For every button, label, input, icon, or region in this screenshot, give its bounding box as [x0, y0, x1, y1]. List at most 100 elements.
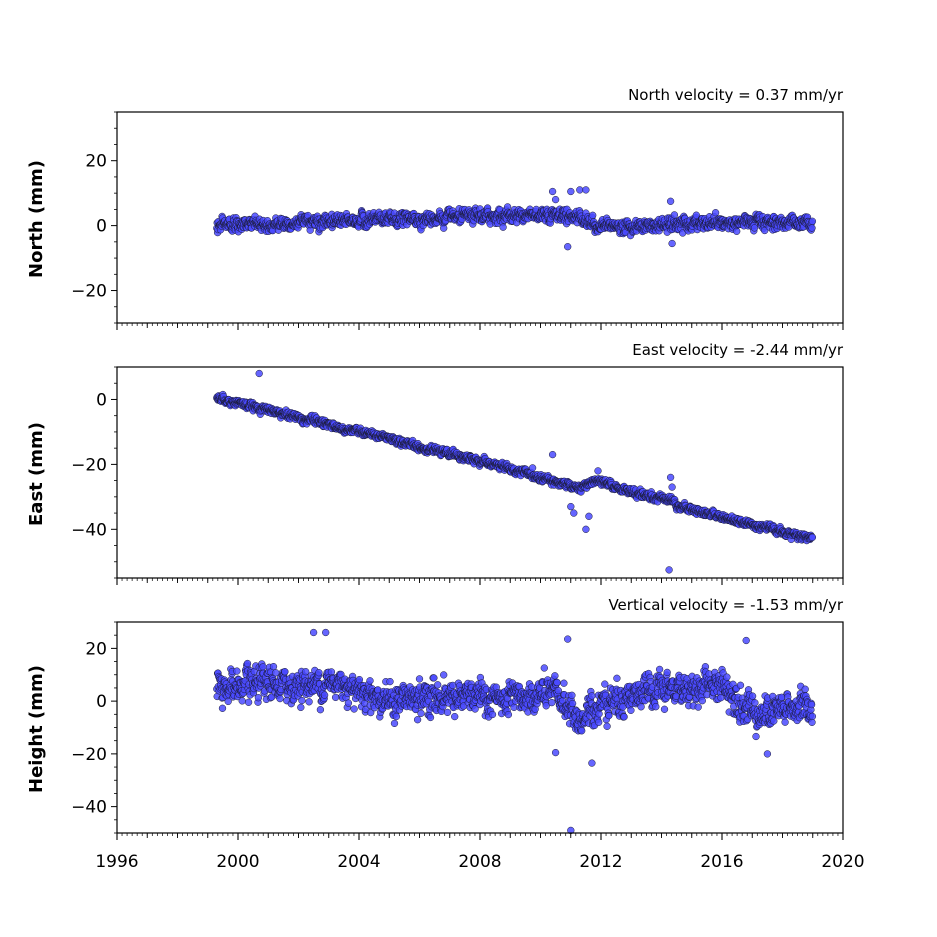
- data-point: [711, 209, 720, 217]
- data-point: [548, 698, 556, 707]
- data-point: [426, 713, 435, 722]
- data-point: [736, 681, 745, 689]
- data-point: [694, 703, 702, 711]
- data-point: [366, 677, 374, 685]
- data-point: [434, 681, 442, 689]
- data-point: [315, 669, 323, 677]
- data-points: [213, 628, 817, 835]
- data-points: [213, 186, 817, 251]
- data-point: [588, 692, 596, 700]
- data-point: [578, 727, 586, 735]
- data-point: [233, 667, 241, 675]
- outlier-point: [666, 197, 675, 205]
- data-point: [528, 464, 537, 472]
- data-point: [344, 699, 353, 707]
- data-point: [281, 668, 289, 676]
- north-ylabel: North (mm): [26, 160, 47, 278]
- data-point: [601, 680, 609, 688]
- north-panel: North velocity = 0.37 mm/yr North (mm) −…: [26, 86, 844, 330]
- data-point: [568, 691, 576, 699]
- data-point: [504, 710, 513, 719]
- data-point: [488, 710, 497, 719]
- data-point: [390, 719, 399, 728]
- data-point: [316, 706, 325, 714]
- data-point: [808, 224, 816, 232]
- data-point: [244, 698, 253, 706]
- data-point: [499, 223, 507, 231]
- data-point: [238, 697, 246, 705]
- y-tick-label: −20: [71, 282, 107, 302]
- data-point: [692, 211, 700, 219]
- data-point: [259, 663, 267, 671]
- data-point: [660, 705, 669, 713]
- data-point: [276, 694, 284, 703]
- data-point: [386, 677, 394, 686]
- data-point: [603, 722, 611, 730]
- data-point: [540, 664, 548, 672]
- data-point: [568, 699, 577, 708]
- data-point: [218, 704, 227, 712]
- outlier-point: [576, 186, 584, 194]
- data-point: [613, 674, 621, 682]
- outlier-point: [666, 473, 675, 482]
- outlier-point: [668, 239, 676, 248]
- data-point: [627, 706, 635, 714]
- data-point: [413, 716, 422, 724]
- data-point: [698, 697, 706, 705]
- data-point: [440, 671, 448, 679]
- data-point: [417, 709, 425, 717]
- data-point: [750, 224, 759, 232]
- height-ylabel: Height (mm): [26, 665, 47, 793]
- data-point: [415, 675, 424, 683]
- height-panel: Vertical velocity = -1.53 mm/yr Height (…: [26, 596, 865, 872]
- outlier-point: [564, 243, 572, 251]
- data-point: [751, 699, 759, 707]
- outlier-point: [665, 566, 673, 574]
- y-tick-label: 0: [96, 217, 107, 237]
- data-point: [723, 673, 731, 681]
- data-point: [808, 533, 817, 542]
- east-title: East velocity = -2.44 mm/yr: [632, 341, 844, 359]
- outlier-point: [567, 187, 575, 196]
- data-point: [655, 665, 664, 674]
- data-point: [595, 710, 603, 718]
- data-point: [430, 674, 438, 682]
- outlier-point: [594, 467, 602, 475]
- data-point: [595, 718, 603, 726]
- data-point: [443, 708, 452, 717]
- data-point: [560, 679, 568, 687]
- data-point: [305, 698, 313, 706]
- outlier-point: [548, 187, 557, 196]
- outlier-point: [582, 525, 590, 533]
- data-point: [298, 696, 306, 705]
- data-point: [752, 732, 760, 741]
- outlier-point: [255, 369, 263, 378]
- outlier-point: [570, 509, 578, 517]
- data-point: [297, 703, 305, 712]
- data-point: [652, 703, 660, 711]
- data-point: [331, 693, 340, 702]
- outlier-point: [585, 512, 593, 520]
- data-point: [392, 712, 401, 721]
- data-point: [350, 705, 358, 713]
- data-point: [637, 703, 645, 711]
- data-point: [663, 668, 671, 677]
- data-point: [733, 227, 741, 235]
- y-tick-label: −40: [71, 520, 107, 540]
- data-point: [243, 659, 252, 668]
- outlier-point: [582, 186, 590, 194]
- data-point: [605, 711, 613, 720]
- data-point: [269, 662, 278, 671]
- outlier-point: [551, 195, 560, 204]
- data-point: [620, 713, 628, 721]
- data-point: [320, 691, 329, 699]
- north-title: North velocity = 0.37 mm/yr: [628, 86, 844, 104]
- data-point: [451, 712, 459, 721]
- east-ylabel: East (mm): [26, 422, 47, 526]
- data-point: [670, 211, 679, 219]
- height-title: Vertical velocity = -1.53 mm/yr: [608, 596, 843, 614]
- data-point: [551, 672, 559, 680]
- data-points: [213, 369, 817, 574]
- y-tick-label: −20: [71, 455, 107, 475]
